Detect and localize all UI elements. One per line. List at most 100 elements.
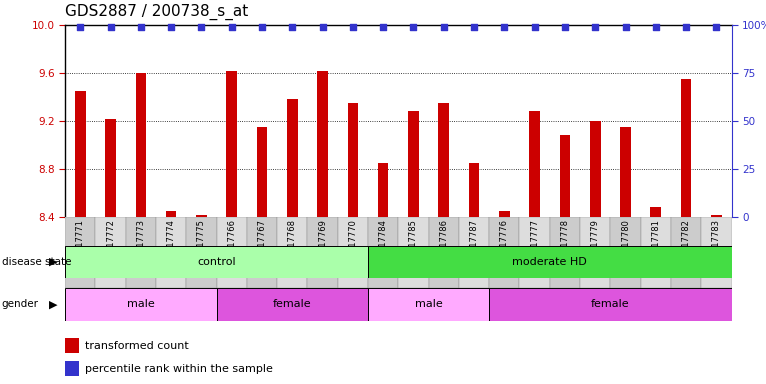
Bar (75, 91, 86, 217)
Bar (550, 217, 580, 288)
Point (74, 24, 87, 30)
Bar (489, 288, 732, 321)
Point (468, 24, 480, 30)
Text: GSM217785: GSM217785 (409, 219, 418, 270)
Bar (217, 288, 368, 321)
Point (529, 24, 541, 30)
Text: GSM217767: GSM217767 (257, 219, 267, 270)
Text: gender: gender (2, 299, 38, 310)
Bar (156, 217, 186, 288)
Bar (196, 215, 207, 217)
Text: GSM217781: GSM217781 (651, 219, 660, 270)
Text: GSM217773: GSM217773 (136, 219, 146, 270)
Bar (560, 136, 570, 217)
Text: GSM217782: GSM217782 (682, 219, 691, 270)
Bar (499, 211, 509, 217)
Bar (307, 217, 338, 288)
Text: GSM217783: GSM217783 (712, 219, 721, 270)
Text: ▶: ▶ (49, 299, 58, 310)
Bar (287, 99, 298, 217)
Text: GSM217772: GSM217772 (106, 219, 115, 270)
Bar (227, 71, 237, 217)
Point (195, 24, 208, 30)
Point (286, 24, 299, 30)
Point (377, 24, 389, 30)
Point (710, 24, 722, 30)
Text: GSM217774: GSM217774 (167, 219, 175, 270)
Text: control: control (198, 257, 236, 267)
Bar (247, 217, 277, 288)
Text: GSM217787: GSM217787 (470, 219, 479, 270)
Bar (96, 217, 126, 288)
Bar (186, 217, 217, 288)
Bar (368, 288, 489, 321)
Text: ▶: ▶ (49, 257, 58, 267)
Bar (65, 288, 217, 321)
Bar (65, 217, 96, 288)
Bar (136, 73, 146, 217)
Text: GSM217776: GSM217776 (500, 219, 509, 270)
Bar (105, 119, 116, 217)
Point (498, 24, 510, 30)
Bar (580, 217, 611, 288)
Point (316, 24, 329, 30)
Text: percentile rank within the sample: percentile rank within the sample (85, 364, 273, 374)
Point (650, 24, 662, 30)
Text: moderate HD: moderate HD (512, 257, 588, 267)
Point (558, 24, 571, 30)
Point (589, 24, 601, 30)
Text: transformed count: transformed count (85, 341, 188, 351)
Text: male: male (127, 299, 155, 310)
Text: GSM217779: GSM217779 (591, 219, 600, 270)
Point (225, 24, 237, 30)
Text: female: female (273, 299, 312, 310)
Text: female: female (591, 299, 630, 310)
Text: GSM217775: GSM217775 (197, 219, 206, 270)
Text: male: male (414, 299, 443, 310)
Point (135, 24, 147, 30)
Text: GSM217780: GSM217780 (621, 219, 630, 270)
Bar (650, 207, 661, 217)
Bar (681, 79, 692, 217)
Point (104, 24, 116, 30)
Bar (701, 217, 732, 288)
Bar (429, 217, 459, 288)
Bar (378, 163, 388, 217)
Point (256, 24, 268, 30)
Bar (671, 217, 701, 288)
Bar (165, 211, 176, 217)
Bar (257, 127, 267, 217)
Bar (711, 215, 722, 217)
Text: disease state: disease state (2, 257, 71, 267)
Bar (611, 217, 640, 288)
Text: GSM217769: GSM217769 (318, 219, 327, 270)
Point (620, 24, 632, 30)
Text: GDS2887 / 200738_s_at: GDS2887 / 200738_s_at (65, 3, 248, 20)
Text: GSM217786: GSM217786 (439, 219, 448, 270)
Bar (459, 217, 489, 288)
Text: GSM217768: GSM217768 (288, 219, 296, 270)
Bar (338, 217, 368, 288)
Bar (65, 246, 368, 278)
Bar (126, 217, 156, 288)
Point (680, 24, 692, 30)
Point (347, 24, 359, 30)
Bar (317, 71, 328, 217)
Text: GSM217778: GSM217778 (561, 219, 569, 270)
Bar (348, 103, 358, 217)
Bar (620, 127, 631, 217)
Bar (368, 246, 732, 278)
Bar (590, 121, 601, 217)
Bar (277, 217, 307, 288)
Text: GSM217771: GSM217771 (76, 219, 85, 270)
Text: GSM217766: GSM217766 (228, 219, 236, 270)
Point (408, 24, 420, 30)
Bar (368, 217, 398, 288)
Bar (408, 111, 419, 217)
Bar (438, 103, 449, 217)
Point (165, 24, 177, 30)
Point (437, 24, 450, 30)
Bar (529, 111, 540, 217)
Bar (217, 217, 247, 288)
Bar (489, 217, 519, 288)
